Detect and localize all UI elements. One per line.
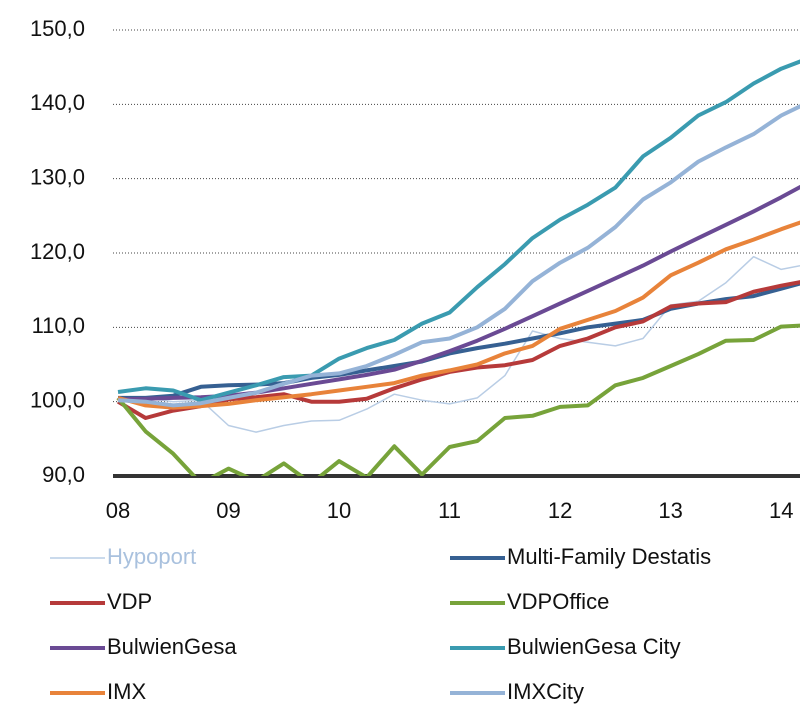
legend-label: Hypoport — [107, 544, 196, 569]
legend-label: Multi-Family Destatis — [507, 544, 711, 569]
series-line — [116, 323, 800, 476]
x-tick-label: 14 — [769, 498, 793, 523]
series-line — [117, 59, 800, 403]
y-tick-label: 120,0 — [30, 239, 85, 264]
y-tick-label: 110,0 — [32, 313, 85, 338]
legend-label: VDP — [107, 589, 152, 614]
x-tick-label: 08 — [106, 498, 130, 523]
legend-label: IMX — [107, 679, 146, 704]
y-tick-label: 150,0 — [30, 16, 85, 41]
series-line — [117, 255, 800, 433]
x-tick-label: 10 — [327, 498, 351, 523]
legend: Hypoport Multi-Family Destatis VDP VDPOffic… — [50, 544, 711, 704]
y-tick-label: 130,0 — [30, 164, 85, 189]
x-tick-label: 11 — [438, 498, 461, 523]
y-tick-label: 140,0 — [30, 90, 85, 115]
series-line — [117, 220, 800, 410]
plot-area — [116, 59, 800, 476]
x-tick-label: 13 — [658, 498, 682, 523]
y-tick-label: 90,0 — [42, 462, 85, 487]
legend-label: VDPOffice — [507, 589, 609, 614]
legend-label: BulwienGesa — [107, 634, 237, 659]
series-line — [118, 281, 800, 400]
series-line — [117, 104, 800, 408]
axis-labels: 90,0 100,0 110,0 120,0 130,0 140,0 150,0 08 09 10… — [30, 16, 794, 523]
y-tick-label: 100,0 — [30, 387, 85, 412]
grid — [113, 29, 800, 478]
legend-label: IMXCity — [507, 679, 584, 704]
legend-label: BulwienGesa City — [507, 634, 681, 659]
x-tick-label: 09 — [216, 498, 240, 523]
x-tick-label: 12 — [548, 498, 572, 523]
